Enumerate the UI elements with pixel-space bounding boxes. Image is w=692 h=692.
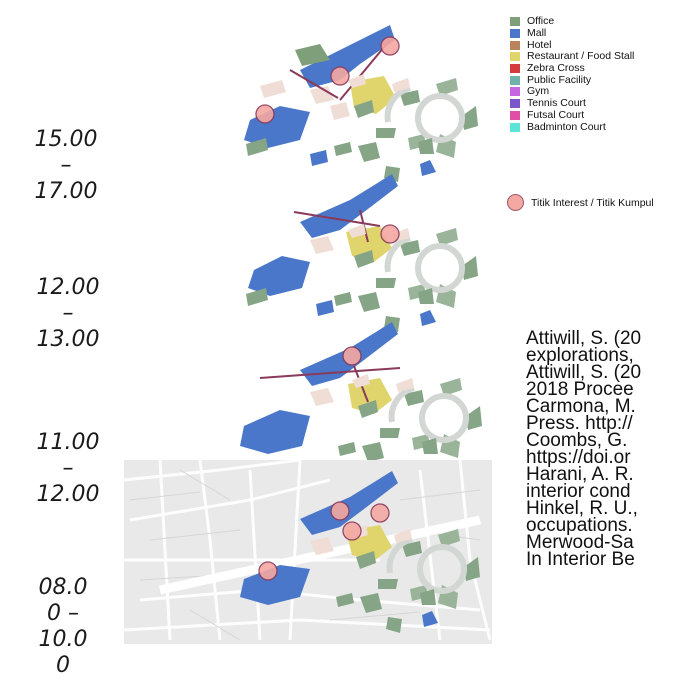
legend-interest-point: Titik Interest / Titik Kumpul (507, 194, 654, 211)
legend-item-public-facility: Public Facility (510, 74, 634, 86)
reference-line: https://doi.or (526, 447, 631, 468)
reference-line: Attiwill, S. (20 (526, 362, 642, 383)
time-label-12-13: 12.00 – 13.00 (36, 275, 100, 352)
legend-item-futsal-court: Futsal Court (510, 109, 634, 122)
reference-line: interior cond (526, 481, 631, 502)
time-label-08-10: 08.0 0 – 10.0 0 (38, 575, 88, 678)
legend-swatch (510, 40, 520, 50)
legend-swatch (510, 17, 520, 27)
legend-swatch (510, 110, 520, 120)
legend: Office Mall Hotel Restaurant / Food Stal… (510, 16, 634, 133)
reference-line: explorations, (526, 345, 634, 366)
reference-line: Hinkel, R. U., (526, 498, 638, 519)
legend-swatch (510, 75, 520, 85)
legend-swatch (510, 29, 520, 39)
legend-item-gym: Gym (510, 86, 634, 98)
reference-line: Coombs, G. (526, 430, 628, 451)
legend-item-badminton-court: Badminton Court (510, 121, 634, 133)
reference-line: Press. http:// (526, 413, 633, 434)
reference-line: 2018 Procee (526, 379, 634, 400)
time-label-11-12: 11.00 – 12.00 (36, 430, 100, 507)
legend-item-restaurant: Restaurant / Food Stall (510, 51, 634, 63)
legend-item-tennis-court: Tennis Court (510, 98, 634, 110)
legend-swatch (510, 122, 520, 132)
reference-line: Carmona, M. (526, 396, 636, 417)
legend-swatch (510, 99, 520, 109)
reference-line: occupations. (526, 515, 633, 536)
references-list: Attiwill, S. (20 explorations, Attiwill,… (526, 330, 692, 568)
map-panel-3 (240, 322, 482, 482)
reference-line: Harani, A. R. (526, 464, 634, 485)
interest-point-icon (507, 194, 524, 211)
reference-line: Attiwill, S. (20 (526, 330, 642, 349)
map-panel-2 (246, 174, 478, 332)
legend-item-zebra-cross: Zebra Cross (510, 63, 634, 75)
legend-swatch (510, 64, 520, 74)
legend-swatch (510, 52, 520, 62)
legend-swatch (510, 87, 520, 97)
map-panel-4 (123, 458, 492, 644)
legend-item-mall: Mall (510, 28, 634, 40)
legend-item-office: Office (510, 16, 634, 28)
reference-line: Merwood-Sa (526, 532, 634, 553)
legend-item-hotel: Hotel (510, 39, 634, 51)
time-label-15-17: 15.00 – 17.00 (34, 127, 98, 204)
map-panel-1 (244, 25, 478, 182)
reference-line: In Interior Be (526, 549, 635, 568)
